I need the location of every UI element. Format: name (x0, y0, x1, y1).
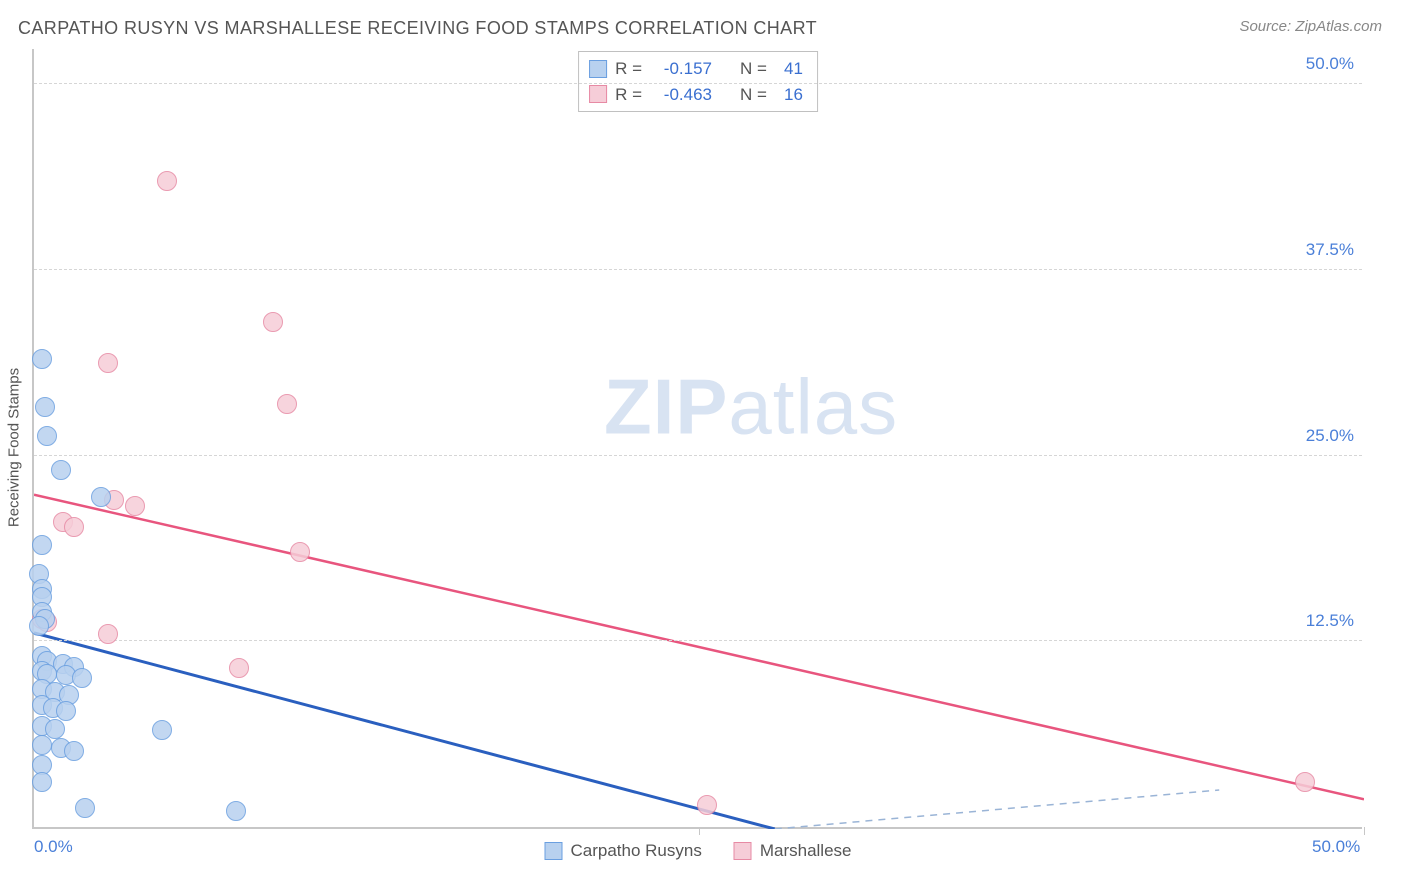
y-axis-label: Receiving Food Stamps (6, 368, 23, 527)
series-swatch (589, 85, 607, 103)
x-tick-mark (699, 827, 700, 835)
data-point (1295, 772, 1315, 792)
data-point (226, 801, 246, 821)
y-tick-label: 50.0% (1306, 54, 1354, 74)
data-point (75, 798, 95, 818)
stats-row: R = -0.463 N = 16 (589, 82, 803, 108)
stat-label-r: R = (615, 56, 642, 82)
legend-swatch (545, 842, 563, 860)
data-point (29, 616, 49, 636)
data-point (91, 487, 111, 507)
stats-box: R = -0.157 N = 41 R = -0.463 N = 16 (578, 51, 818, 112)
stat-label-n: N = (740, 82, 767, 108)
gridline (34, 640, 1362, 641)
data-point (229, 658, 249, 678)
chart-container: Receiving Food Stamps ZIPatlas R =-0.157… (32, 49, 1362, 829)
x-tick-label: 50.0% (1312, 837, 1360, 857)
data-point (37, 426, 57, 446)
plot-area: ZIPatlas R =-0.157N =41R =-0.463N =16 Ca… (32, 49, 1362, 829)
legend-item: Carpatho Rusyns (545, 841, 702, 861)
stat-value-n: 41 (775, 56, 803, 82)
data-point (51, 460, 71, 480)
gridline (34, 455, 1362, 456)
stat-label-n: N = (740, 56, 767, 82)
gridline (34, 83, 1362, 84)
stat-value-n: 16 (775, 82, 803, 108)
data-point (263, 312, 283, 332)
series-swatch (589, 60, 607, 78)
stats-row: R = -0.157 N = 41 (589, 56, 803, 82)
stat-label-r: R = (615, 82, 642, 108)
data-point (35, 397, 55, 417)
legend-label: Marshallese (760, 841, 852, 861)
data-point (64, 517, 84, 537)
data-point (290, 542, 310, 562)
data-point (64, 741, 84, 761)
data-point (32, 772, 52, 792)
x-tick-label: 0.0% (34, 837, 73, 857)
data-point (697, 795, 717, 815)
gridline (34, 269, 1362, 270)
stat-value-r: -0.157 (650, 56, 712, 82)
data-point (32, 735, 52, 755)
legend: Carpatho Rusyns Marshallese (545, 841, 852, 861)
data-point (98, 353, 118, 373)
data-point (45, 719, 65, 739)
y-tick-label: 25.0% (1306, 426, 1354, 446)
source-attribution: Source: ZipAtlas.com (1239, 18, 1382, 35)
data-point (56, 701, 76, 721)
chart-title: CARPATHO RUSYN VS MARSHALLESE RECEIVING … (18, 18, 817, 39)
trend-lines (34, 49, 1364, 829)
data-point (157, 171, 177, 191)
data-point (98, 624, 118, 644)
data-point (277, 394, 297, 414)
x-tick-mark (1364, 827, 1365, 835)
watermark: ZIPatlas (604, 361, 898, 452)
data-point (32, 349, 52, 369)
legend-item: Marshallese (734, 841, 852, 861)
legend-label: Carpatho Rusyns (571, 841, 702, 861)
data-point (72, 668, 92, 688)
y-tick-label: 12.5% (1306, 611, 1354, 631)
data-point (32, 535, 52, 555)
data-point (125, 496, 145, 516)
data-point (152, 720, 172, 740)
stat-value-r: -0.463 (650, 82, 712, 108)
y-tick-label: 37.5% (1306, 240, 1354, 260)
legend-swatch (734, 842, 752, 860)
